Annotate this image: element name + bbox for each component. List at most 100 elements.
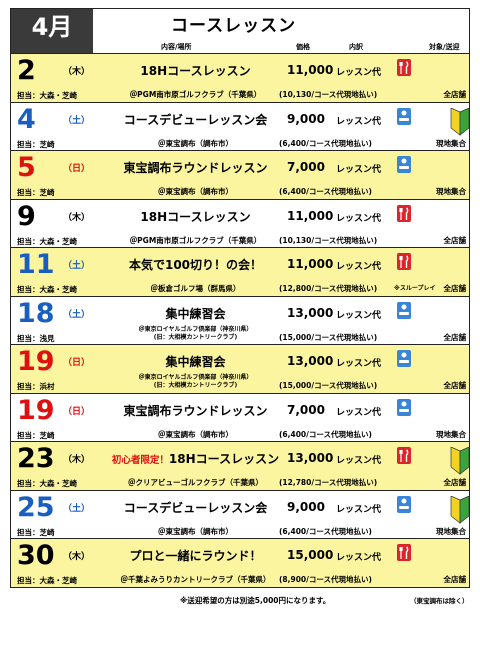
target-label: 全店舗 <box>443 90 467 99</box>
price: 11,000 <box>287 63 334 77</box>
day-of-week: （土） <box>63 115 91 126</box>
event-name: プロと一緒にラウンド！ <box>129 549 262 563</box>
schedule-row: 2 （木） 18Hコースレッスン 11,000 レッスン代 担当：大森・芝崎 ＠PGM南市原… <box>11 54 469 103</box>
event-name: 18Hコースレッスン <box>168 452 280 466</box>
course-fee-note: (15,000/コース代現地払い) <box>279 381 378 390</box>
fork-knife-icon <box>397 253 411 270</box>
venue-label: ＠クリアビューゴルフクラブ（千葉県） <box>128 478 263 487</box>
venue-label: ＠PGM南市原ゴルフクラブ（千葉県） <box>129 235 262 245</box>
day-of-week: （土） <box>63 309 91 320</box>
staff-label: 担当：芝崎 <box>17 139 55 149</box>
target-label: 現地集合 <box>436 187 466 196</box>
course-fee-note: (6,400/コース代現地払い) <box>279 138 372 148</box>
event-title: プロと一緒にラウンド！ <box>103 547 288 564</box>
beginner-mark-icon <box>449 446 471 475</box>
day-number: 2 <box>17 55 36 86</box>
event-name: 本気で100切り！の会！ <box>128 258 263 272</box>
dining-icon <box>397 156 411 173</box>
fork-knife-icon <box>397 59 411 76</box>
footer-note: ※送迎希望の方は別途5,000円になります。 <box>180 596 331 605</box>
footer-exception: （東宝調布は除く） <box>410 597 469 605</box>
target-label: 現地集合 <box>436 526 466 536</box>
venue-label: ＠千葉よみうりカントリークラブ（千葉県） <box>120 575 271 584</box>
fork-knife-icon <box>397 447 411 464</box>
day-number: 19 <box>17 394 55 426</box>
event-title: 18Hコースレッスン <box>103 208 288 225</box>
staff-label: 担当：大森・芝崎 <box>17 479 77 488</box>
event-title: 本気で100切り！の会！ <box>103 256 288 273</box>
course-fee-note: (6,400/コース代現地払い) <box>279 429 372 439</box>
target-label: 全店舗 <box>443 381 467 390</box>
col-content: 内容/場所 <box>161 43 192 51</box>
schedule-header: 4月 コースレッスン 内容/場所 価格 内訳 対象/送迎 <box>10 8 470 54</box>
price-kind: レッスン代 <box>336 165 382 175</box>
target-label: 現地集合 <box>436 138 466 148</box>
schedule-row: 19 （日） 集中練習会 13,000 レッスン代 担当：浜村 ＠東京ロイヤルゴルフ倶楽部（… <box>11 345 469 394</box>
price: 7,000 <box>287 160 325 174</box>
price: 11,000 <box>287 257 334 271</box>
event-name: 東宝調布ラウンドレッスン <box>123 403 268 418</box>
price: 15,000 <box>287 548 334 562</box>
staff-label: 担当：大森・芝崎 <box>17 91 77 100</box>
schedule-row: 23 （木） 初心者限定！18Hコースレッスン 13,000 レッスン代 担当：大森・芝崎… <box>11 442 471 491</box>
event-title: コースデビューレッスン会 <box>103 499 288 516</box>
price: 9,000 <box>287 499 325 514</box>
venue-label: ＠東京ロイヤルゴルフ倶楽部（神奈川県） (旧：大相模カントリークラブ) <box>103 374 288 390</box>
venue-label: ＠東宝調布（調布市） <box>158 187 233 196</box>
beginner-mark-icon <box>449 106 471 136</box>
venue-name: ＠東京ロイヤルゴルフ倶楽部（神奈川県） <box>138 374 253 381</box>
day-number: 11 <box>17 249 55 280</box>
day-number: 4 <box>17 103 36 135</box>
venue-label: ＠東京ロイヤルゴルフ倶楽部（神奈川県） (旧：大相模カントリークラブ) <box>103 326 288 342</box>
event-title: 東宝調布ラウンドレッスン <box>103 159 288 176</box>
price-kind: レッスン代 <box>336 407 382 418</box>
target-label: 全店舗 <box>443 332 467 342</box>
staff-label: 担当：大森・芝崎 <box>17 285 77 294</box>
venue-label: ＠東宝調布（調布市） <box>158 429 233 439</box>
course-fee-note: (8,900/コース代現地払い) <box>279 575 372 584</box>
schedule-row: 30 （木） プロと一緒にラウンド！ 15,000 レッスン代 担当：大森・芝崎 ＠千葉よみ… <box>11 539 469 588</box>
day-of-week: （木） <box>63 455 91 465</box>
event-name: 集中練習会 <box>165 355 226 369</box>
schedule-row: 4 （土） コースデビューレッスン会 9,000 レッスン代 担当：芝崎 ＠東宝調布（調布市… <box>11 103 471 151</box>
target-label: 全店舗 <box>443 575 467 584</box>
dining-icon <box>397 107 411 125</box>
schedule-row: 19 （日） 東宝調布ラウンドレッスン 7,000 レッスン代 担当：芝崎 ＠東宝調布（調布… <box>11 394 469 442</box>
dining-icon <box>397 398 411 416</box>
day-of-week: （木） <box>63 212 91 223</box>
day-of-week: （日） <box>63 358 91 368</box>
price-kind: レッスン代 <box>336 310 382 321</box>
venue-label: ＠東宝調布（調布市） <box>158 526 233 536</box>
day-number: 25 <box>17 491 55 523</box>
staff-label: 担当：大森・芝崎 <box>17 576 77 585</box>
event-name: コースデビューレッスン会 <box>123 500 268 515</box>
day-number: 23 <box>17 443 55 474</box>
staff-label: 担当：芝崎 <box>17 430 55 440</box>
page-title: コースレッスン <box>171 16 297 36</box>
schedule-row: 25 （土） コースデビューレッスン会 9,000 レッスン代 担当：芝崎 ＠東宝調布（調布… <box>11 491 471 539</box>
target-label: 現地集合 <box>436 429 466 439</box>
play-note: ※スループレイ <box>394 285 436 292</box>
price-kind: レッスン代 <box>336 262 382 272</box>
course-fee-note: (12,800/コース代現地払い) <box>279 284 378 293</box>
event-title: 集中練習会 <box>103 353 288 370</box>
target-label: 全店舗 <box>443 478 467 487</box>
price-kind: レッスン代 <box>336 213 382 224</box>
month-label: 4月 <box>11 9 93 53</box>
price-kind: レッスン代 <box>336 504 382 515</box>
venue-label: ＠PGM南市原ゴルフクラブ（千葉県） <box>129 90 262 99</box>
course-fee-note: (15,000/コース代現地払い) <box>279 332 378 342</box>
staff-label: 担当：浅見 <box>17 333 55 343</box>
price-kind: レッスン代 <box>336 359 382 369</box>
event-prefix: 初心者限定！ <box>111 455 169 466</box>
col-breakdown: 内訳 <box>349 43 363 51</box>
event-name: 東宝調布ラウンドレッスン <box>123 161 268 175</box>
staff-label: 担当：芝崎 <box>17 188 55 197</box>
price: 13,000 <box>287 451 334 465</box>
event-title: 東宝調布ラウンドレッスン <box>103 402 288 419</box>
day-number: 19 <box>17 346 55 377</box>
price-kind: レッスン代 <box>336 116 382 127</box>
beginner-mark-icon <box>449 494 471 524</box>
schedule-row: 5 （日） 東宝調布ラウンドレッスン 7,000 レッスン代 担当：芝崎 ＠東宝調布（調布市… <box>11 151 469 200</box>
fork-knife-icon <box>397 204 411 222</box>
